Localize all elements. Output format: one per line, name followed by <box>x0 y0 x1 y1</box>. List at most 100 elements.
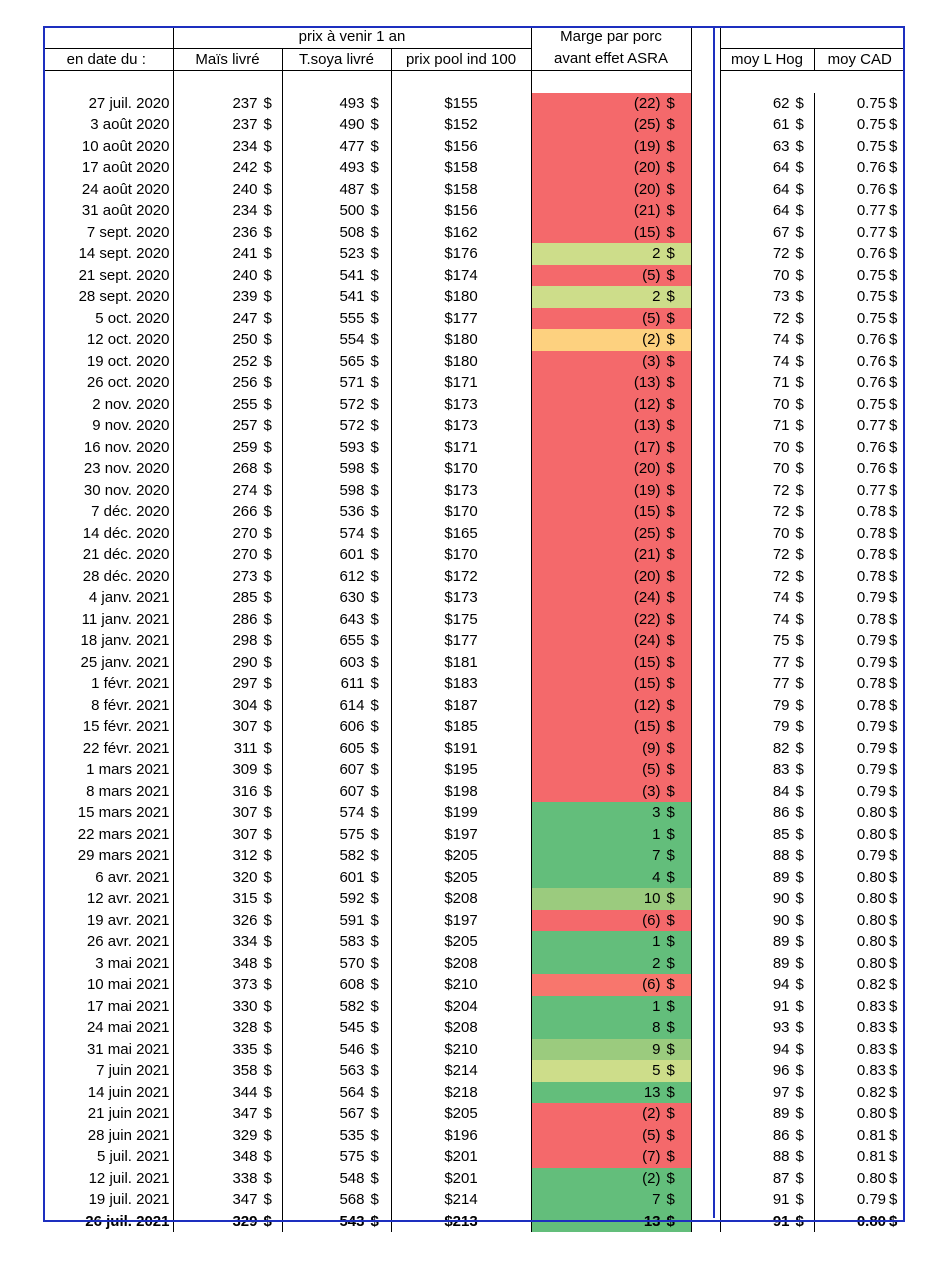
hog-price: 89 <box>772 868 790 886</box>
table-row: 8 mars 2021 316 $607 $ $198 (3) $84 $0.79 $ <box>43 780 905 802</box>
cad-rate: 0.81 <box>856 1148 887 1165</box>
hog-price: 87 <box>772 1169 790 1187</box>
pool-price: $199 <box>444 804 478 821</box>
soy-price: 535 <box>339 1126 365 1144</box>
dollar-sign: $ <box>795 804 804 821</box>
row-date: 7 juin 2021 <box>96 1062 170 1079</box>
hog-price: 97 <box>772 1083 790 1101</box>
pool-price: $177 <box>444 632 478 649</box>
cad-rate: 0.78 <box>856 675 887 692</box>
corn-price: 270 <box>232 546 258 563</box>
row-date: 18 janv. 2021 <box>80 632 170 649</box>
dollar-sign: $ <box>370 890 379 907</box>
soy-price: 614 <box>339 696 365 714</box>
corn-price: 242 <box>232 159 258 176</box>
corn-price: 307 <box>232 804 258 821</box>
cad-rate: 0.76 <box>856 374 887 391</box>
cad-rate: 0.82 <box>856 976 887 993</box>
margin-value: (15) <box>633 503 661 520</box>
row-date: 19 juil. 2021 <box>88 1191 170 1208</box>
dollar-sign: $ <box>889 524 898 542</box>
dollar-sign: $ <box>263 1105 272 1122</box>
corn-price: 307 <box>232 825 258 843</box>
table-row: 26 juil. 2021 329 $543 $ $213 13 $91 $0.80 $ <box>43 1210 905 1232</box>
corn-price: 326 <box>232 911 258 929</box>
dollar-sign: $ <box>889 696 898 714</box>
dollar-sign: $ <box>889 309 898 327</box>
soy-price: 493 <box>339 94 365 112</box>
margin-cell: (15) $ <box>531 221 692 243</box>
dollar-sign: $ <box>370 954 379 972</box>
row-date: 15 févr. 2021 <box>82 718 170 735</box>
pool-price: $210 <box>444 1040 478 1058</box>
dollar-sign: $ <box>666 954 675 972</box>
cad-rate: 0.80 <box>856 1169 887 1187</box>
dollar-sign: $ <box>889 632 898 649</box>
hog-price: 86 <box>772 804 790 821</box>
corn-price: 329 <box>232 1212 258 1230</box>
dollar-sign: $ <box>889 1040 898 1058</box>
soy-price: 574 <box>339 524 365 542</box>
dollar-sign: $ <box>370 266 379 284</box>
dollar-sign: $ <box>263 890 272 907</box>
dollar-sign: $ <box>795 954 804 972</box>
dollar-sign: $ <box>666 94 675 112</box>
dollar-sign: $ <box>795 868 804 886</box>
corn-price: 240 <box>232 180 258 198</box>
soy-price: 608 <box>339 976 365 993</box>
soy-price: 508 <box>339 223 365 241</box>
hog-price: 83 <box>772 761 790 778</box>
pool-price: $158 <box>444 180 478 198</box>
dollar-sign: $ <box>263 954 272 972</box>
dollar-sign: $ <box>370 632 379 649</box>
margin-value: (24) <box>633 632 661 649</box>
corn-price: 347 <box>232 1105 258 1122</box>
pool-price: $156 <box>444 202 478 219</box>
dollar-sign: $ <box>666 976 675 993</box>
margin-value: (6) <box>642 976 661 993</box>
dollar-sign: $ <box>263 503 272 520</box>
margin-value: (5) <box>642 1126 661 1144</box>
corn-price: 320 <box>232 868 258 886</box>
dollar-sign: $ <box>666 1062 675 1079</box>
dollar-sign: $ <box>889 868 898 886</box>
margin-cell: (13) $ <box>531 372 692 394</box>
table-row: 22 mars 2021 307 $575 $ $197 1 $85 $0.80 $ <box>43 823 905 845</box>
dollar-sign: $ <box>263 782 272 800</box>
dollar-sign: $ <box>370 567 379 585</box>
margin-cell: (25) $ <box>531 114 692 136</box>
margin-value: (15) <box>633 675 661 692</box>
dollar-sign: $ <box>666 524 675 542</box>
cad-rate: 0.78 <box>856 546 887 563</box>
margin-value: (13) <box>633 374 661 391</box>
soy-price: 582 <box>339 847 365 864</box>
dollar-sign: $ <box>370 180 379 198</box>
dollar-sign: $ <box>795 911 804 929</box>
dollar-sign: $ <box>263 804 272 821</box>
dollar-sign: $ <box>666 804 675 821</box>
table-row: 10 mai 2021 373 $608 $ $210 (6) $94 $0.82 $ <box>43 974 905 996</box>
dollar-sign: $ <box>889 911 898 929</box>
dollar-sign: $ <box>666 1019 675 1036</box>
row-date: 24 mai 2021 <box>86 1019 170 1036</box>
soy-price: 563 <box>339 1062 365 1079</box>
margin-value: (7) <box>642 1148 661 1165</box>
margin-value: (6) <box>642 911 661 929</box>
row-date: 17 mai 2021 <box>86 997 170 1015</box>
data-rows: 27 juil. 2020 237 $493 $ $155 (22) $62 $0.75 $3 … <box>43 92 905 1232</box>
dollar-sign: $ <box>263 976 272 993</box>
header-margin-line2: avant effet ASRA <box>531 48 692 71</box>
dollar-sign: $ <box>263 546 272 563</box>
hog-price: 82 <box>772 739 790 757</box>
soy-price: 630 <box>339 589 365 606</box>
dollar-sign: $ <box>370 524 379 542</box>
margin-cell: 7 $ <box>531 845 692 867</box>
soy-price: 500 <box>339 202 365 219</box>
pool-price: $187 <box>444 696 478 714</box>
margin-cell: 1 $ <box>531 995 692 1017</box>
hog-price: 63 <box>772 137 790 155</box>
dollar-sign: $ <box>666 1169 675 1187</box>
dollar-sign: $ <box>795 309 804 327</box>
hog-price: 70 <box>772 524 790 542</box>
margin-value: 5 <box>652 1062 661 1079</box>
